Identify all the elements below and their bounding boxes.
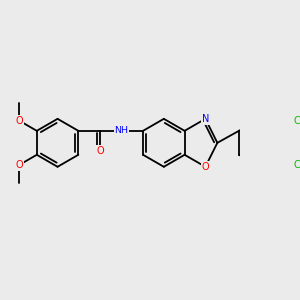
Text: Cl: Cl (293, 160, 300, 170)
Text: O: O (202, 162, 209, 172)
Text: Cl: Cl (293, 160, 300, 170)
Text: N: N (202, 114, 209, 124)
Text: O: O (96, 146, 104, 156)
Text: NH: NH (115, 126, 128, 135)
Text: O: O (15, 160, 23, 170)
Text: O: O (15, 160, 23, 170)
Text: O: O (96, 146, 104, 156)
Text: Cl: Cl (293, 116, 300, 126)
Text: N: N (202, 114, 209, 124)
Text: O: O (15, 116, 23, 126)
Text: O: O (202, 162, 209, 172)
Text: Cl: Cl (293, 116, 300, 126)
Text: O: O (15, 116, 23, 126)
Text: NH: NH (115, 126, 128, 135)
